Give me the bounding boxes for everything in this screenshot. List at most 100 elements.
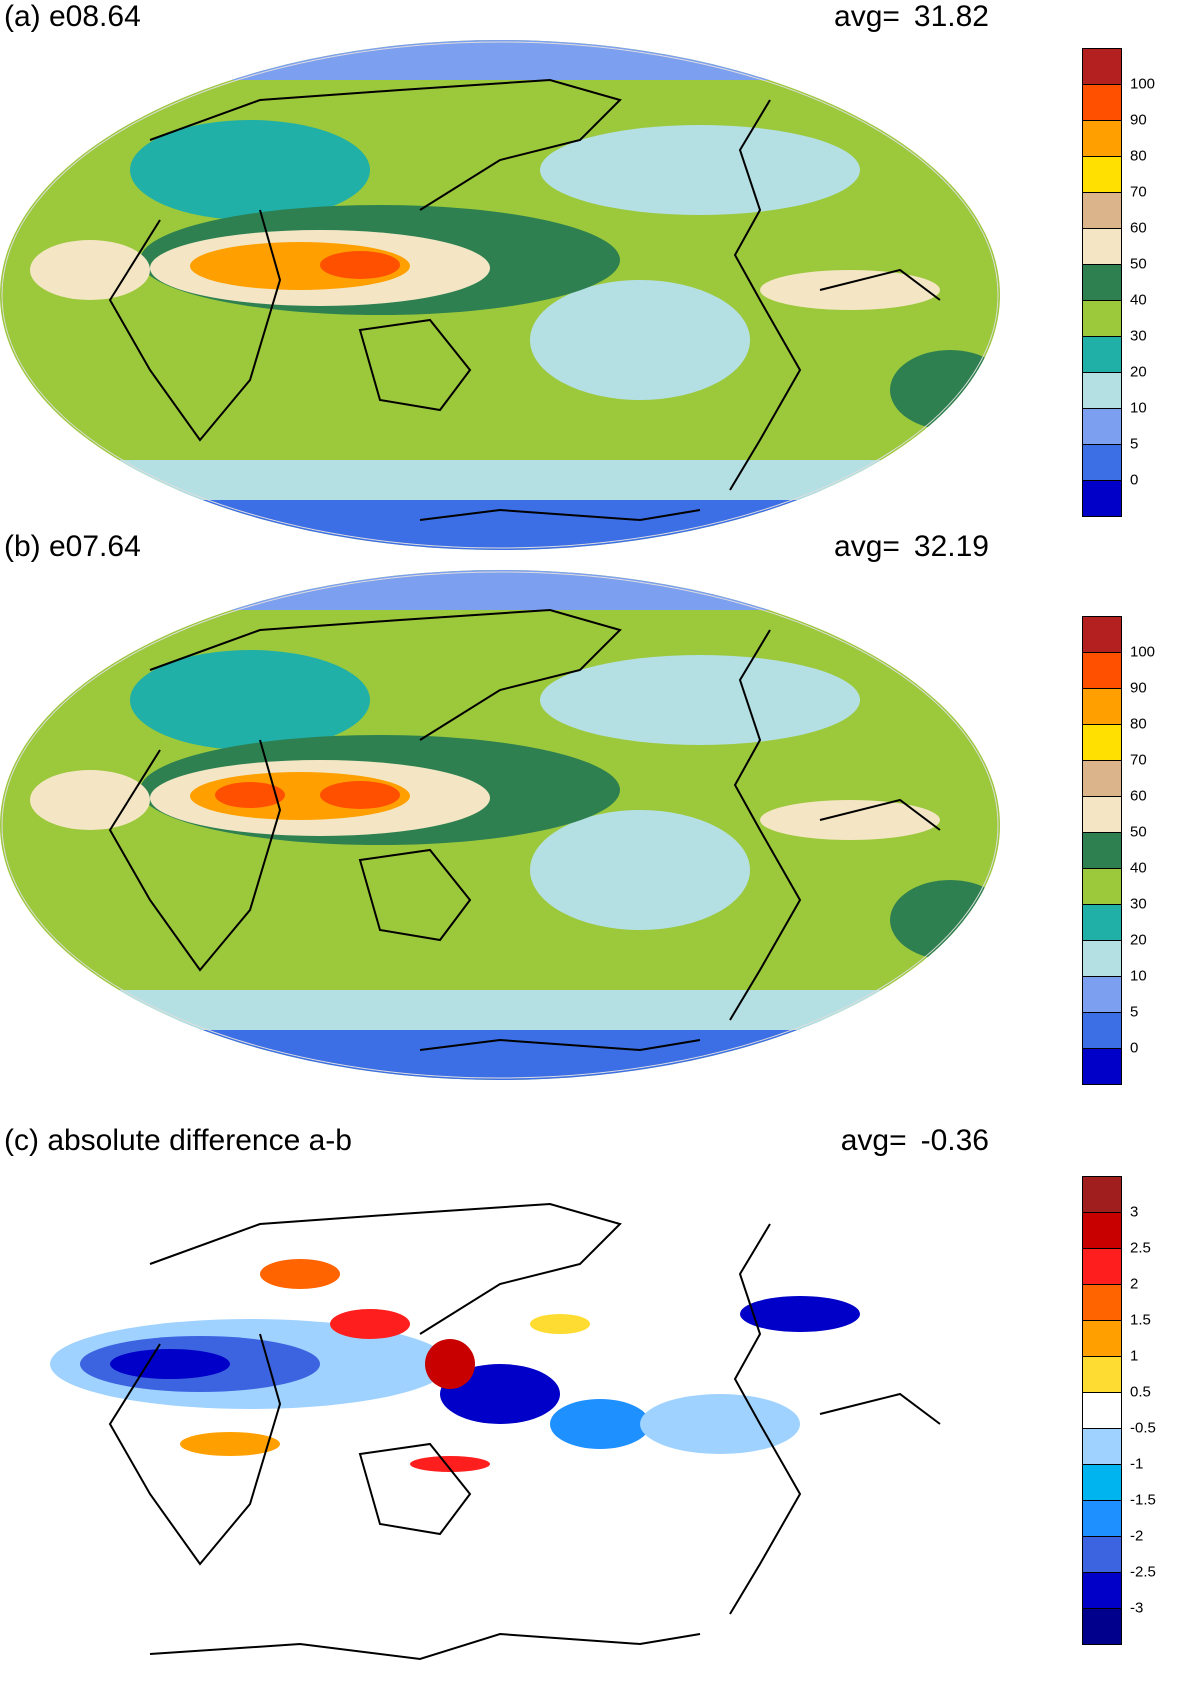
colorbar-tick-label: -1 (1130, 1455, 1144, 1473)
colorbar-swatch (1082, 444, 1122, 481)
panel-c-average: avg= -0.36 (841, 1124, 989, 1158)
colorbar-tick-label: 2 (1130, 1275, 1139, 1293)
colorbar-tick-label: -1.5 (1130, 1491, 1156, 1509)
colorbar-tick-label: 0.5 (1130, 1383, 1151, 1401)
colorbar-tick-label: 30 (1130, 895, 1147, 913)
colorbar-tick-label: 3 (1130, 1203, 1139, 1221)
colorbar-swatch (1082, 1176, 1122, 1213)
colorbar-tick-label: 1.5 (1130, 1311, 1151, 1329)
panel-a-title: (a) e08.64 (4, 0, 141, 33)
colorbar-swatch (1082, 760, 1122, 797)
colorbar-swatch (1082, 1012, 1122, 1049)
colorbar-swatch (1082, 1464, 1122, 1501)
colorbar-tick-label: 10 (1130, 967, 1147, 985)
colorbar-tick-label: 100 (1130, 643, 1156, 661)
colorbar-swatch (1082, 1212, 1122, 1249)
colorbar-tick-label: 60 (1130, 219, 1147, 237)
colorbar-swatch (1082, 688, 1122, 725)
colorbar-tick-label: 100 (1130, 75, 1156, 93)
colorbar-swatch (1082, 1048, 1122, 1085)
colorbar-tick-label: 20 (1130, 931, 1147, 949)
colorbar-swatch (1082, 868, 1122, 905)
panel-b-coastlines (108, 608, 941, 1052)
colorbar-swatch (1082, 372, 1122, 409)
panel-c-difference-field (0, 1164, 1000, 1674)
colorbar-swatch (1082, 832, 1122, 869)
colorbar-swatch (1082, 1392, 1122, 1429)
colorbar-tick-label: 80 (1130, 147, 1147, 165)
panel-c: (c) absolute difference a-b avg= -0.36 (0, 1120, 1189, 1677)
colorbar-tick-label: -2 (1130, 1527, 1144, 1545)
colorbar-tick-label: 50 (1130, 823, 1147, 841)
colorbar-swatch (1082, 724, 1122, 761)
panel-b-colorbar: 0 5 10 20 30 40 50 60 70 80 90 100 (1082, 616, 1182, 1085)
panel-b-avg-value: 32.19 (913, 530, 989, 563)
colorbar-tick-label: 2.5 (1130, 1239, 1151, 1257)
colorbar-tick-label: 90 (1130, 111, 1147, 129)
colorbar-swatch (1082, 616, 1122, 653)
colorbar-swatch (1082, 48, 1122, 85)
colorbar-tick-label: 10 (1130, 399, 1147, 417)
colorbar-tick-label: 5 (1130, 435, 1139, 453)
colorbar-swatch (1082, 156, 1122, 193)
panel-a-average: avg= 31.82 (834, 0, 989, 34)
colorbar-swatch (1082, 652, 1122, 689)
colorbar-tick-label: 70 (1130, 751, 1147, 769)
colorbar-tick-label: 50 (1130, 255, 1147, 273)
colorbar-swatch (1082, 1572, 1122, 1609)
colorbar-swatch (1082, 336, 1122, 373)
panel-b-world-map (0, 570, 1000, 1080)
colorbar-tick-label: -0.5 (1130, 1419, 1156, 1437)
colorbar-swatch (1082, 84, 1122, 121)
panel-c-world-map (0, 1164, 1000, 1674)
colorbar-tick-label: 80 (1130, 715, 1147, 733)
panel-a-colorbar: 0 5 10 20 30 40 50 60 70 80 90 100 (1082, 48, 1182, 517)
colorbar-swatch (1082, 1608, 1122, 1645)
panel-b-field-north (0, 570, 1000, 610)
panel-a-coastlines (108, 78, 941, 522)
colorbar-swatch (1082, 300, 1122, 337)
panel-c-avg-label: avg= (840, 1124, 907, 1157)
colorbar-tick-label: 70 (1130, 183, 1147, 201)
colorbar-tick-label: 0 (1130, 1039, 1139, 1057)
colorbar-swatch (1082, 408, 1122, 445)
colorbar-tick-label: 90 (1130, 679, 1147, 697)
colorbar-tick-label: 1 (1130, 1347, 1139, 1365)
panel-b: (b) e07.64 avg= 32.19 (0, 530, 1189, 1120)
colorbar-swatch (1082, 192, 1122, 229)
panel-a-avg-value: 31.82 (913, 0, 989, 33)
panel-a-field-north (0, 40, 1000, 80)
colorbar-swatch (1082, 796, 1122, 833)
colorbar-tick-label: 5 (1130, 1003, 1139, 1021)
colorbar-swatch (1082, 1356, 1122, 1393)
panel-b-field-south (0, 1020, 1000, 1080)
colorbar-tick-label: 40 (1130, 859, 1147, 877)
colorbar-tick-label: 0 (1130, 471, 1139, 489)
colorbar-swatch (1082, 1320, 1122, 1357)
colorbar-tick-label: 60 (1130, 787, 1147, 805)
colorbar-swatch (1082, 1248, 1122, 1285)
colorbar-swatch (1082, 1284, 1122, 1321)
colorbar-swatch (1082, 1500, 1122, 1537)
colorbar-tick-label: 40 (1130, 291, 1147, 309)
colorbar-tick-label: 30 (1130, 327, 1147, 345)
panel-a: (a) e08.64 avg= 31.82 (0, 0, 1189, 560)
colorbar-tick-label: -3 (1130, 1599, 1144, 1617)
colorbar-swatch (1082, 480, 1122, 517)
colorbar-tick-label: 20 (1130, 363, 1147, 381)
colorbar-swatch (1082, 120, 1122, 157)
panel-c-coastlines (108, 1202, 941, 1661)
colorbar-swatch (1082, 940, 1122, 977)
colorbar-swatch (1082, 904, 1122, 941)
colorbar-tick-label: -2.5 (1130, 1563, 1156, 1581)
colorbar-swatch (1082, 228, 1122, 265)
panel-c-colorbar: -3 -2.5 -2 -1.5 -1 -0.5 0.5 1 1.5 2 2.5 3 (1082, 1176, 1182, 1645)
colorbar-swatch (1082, 264, 1122, 301)
panel-a-world-map (0, 40, 1000, 550)
colorbar-swatch (1082, 1536, 1122, 1573)
panel-a-avg-label: avg= (834, 0, 900, 33)
colorbar-swatch (1082, 1428, 1122, 1465)
panel-c-title: (c) absolute difference a-b (4, 1124, 352, 1157)
panel-b-average: avg= 32.19 (834, 530, 989, 564)
panel-b-title: (b) e07.64 (4, 530, 141, 563)
